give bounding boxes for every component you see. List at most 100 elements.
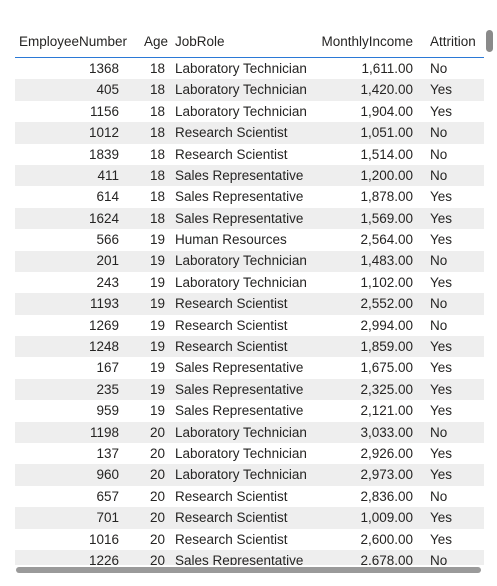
cell-attrition: Yes [423, 336, 484, 358]
cell-monthly-income: 1,569.00 [316, 207, 423, 230]
table-row[interactable]: 960 20 Laboratory Technician 2,973.00 Yes [15, 464, 484, 486]
cell-employee-number: 959 [96, 403, 119, 419]
cell-age: 20 [131, 507, 168, 529]
table-row[interactable]: 1156 18 Laboratory Technician 1,904.00 Yes [15, 101, 484, 122]
cell-attrition: Yes [430, 445, 453, 461]
cell-age: 20 [149, 488, 165, 504]
cell-attrition: No [423, 122, 484, 144]
table-scroll-area[interactable]: EmployeeNumber Age JobRole MonthlyIncome… [15, 26, 484, 565]
cell-age: 20 [131, 464, 168, 486]
cell-age: 18 [149, 103, 165, 119]
cell-job-role: Sales Representative [175, 403, 304, 419]
cell-monthly-income: 2,926.00 [360, 445, 413, 461]
cell-age: 19 [131, 250, 168, 272]
cell-employee-number: 235 [15, 378, 131, 401]
cell-employee-number: 137 [96, 445, 119, 461]
table-row[interactable]: 201 19 Laboratory Technician 1,483.00 No [15, 250, 484, 272]
column-header-age[interactable]: Age [131, 26, 168, 58]
cell-employee-number: 1624 [15, 207, 131, 230]
cell-attrition: No [430, 317, 448, 333]
table-body: 1368 18 Laboratory Technician 1,611.00 No 405… [15, 58, 484, 565]
table-row[interactable]: 1012 18 Research Scientist 1,051.00 No [15, 122, 484, 144]
cell-attrition: Yes [430, 360, 453, 376]
table-row[interactable]: 1198 20 Laboratory Technician 3,033.00 No [15, 421, 484, 444]
table-row[interactable]: 959 19 Sales Representative 2,121.00 Yes [15, 400, 484, 421]
column-header-monthly-income[interactable]: MonthlyIncome [316, 26, 423, 58]
data-table: EmployeeNumber Age JobRole MonthlyIncome… [15, 26, 484, 565]
cell-attrition: No [430, 60, 448, 76]
cell-age: 18 [131, 122, 168, 144]
table-row[interactable]: 566 19 Human Resources 2,564.00 Yes [15, 229, 484, 250]
table-row[interactable]: 1839 18 Research Scientist 1,514.00 No [15, 144, 484, 165]
cell-employee-number: 1226 [15, 549, 131, 565]
cell-age: 19 [149, 403, 165, 419]
table-row[interactable]: 701 20 Research Scientist 1,009.00 Yes [15, 507, 484, 529]
cell-attrition: No [423, 549, 484, 565]
cell-job-role: Research Scientist [168, 293, 316, 315]
cell-monthly-income: 1,611.00 [361, 60, 413, 76]
table-row[interactable]: 235 19 Sales Representative 2,325.00 Yes [15, 378, 484, 401]
cell-age: 18 [149, 146, 165, 162]
table-row[interactable]: 405 18 Laboratory Technician 1,420.00 Yes [15, 79, 484, 101]
table-row[interactable]: 1624 18 Sales Representative 1,569.00 Yes [15, 207, 484, 230]
vertical-scrollbar-thumb[interactable] [486, 30, 493, 52]
cell-employee-number: 201 [15, 250, 131, 272]
cell-monthly-income: 1,483.00 [316, 250, 423, 272]
cell-monthly-income: 1,878.00 [360, 189, 413, 205]
cell-employee-number: 1269 [88, 317, 119, 333]
cell-attrition: Yes [423, 378, 484, 401]
table-row[interactable]: 1368 18 Laboratory Technician 1,611.00 No [15, 58, 484, 80]
cell-age: 20 [149, 531, 165, 547]
cell-employee-number: 657 [96, 488, 119, 504]
header-row: EmployeeNumber Age JobRole MonthlyIncome… [15, 26, 484, 58]
cell-employee-number: 243 [96, 274, 119, 290]
table-row[interactable]: 167 19 Sales Representative 1,675.00 Yes [15, 357, 484, 378]
cell-attrition: Yes [430, 189, 453, 205]
cell-age: 18 [131, 164, 168, 187]
cell-age: 19 [131, 336, 168, 358]
table-row[interactable]: 1248 19 Research Scientist 1,859.00 Yes [15, 336, 484, 358]
cell-monthly-income: 1,904.00 [360, 103, 413, 119]
table-row[interactable]: 1193 19 Research Scientist 2,552.00 No [15, 293, 484, 315]
table-row[interactable]: 243 19 Laboratory Technician 1,102.00 Yes [15, 272, 484, 293]
cell-job-role: Laboratory Technician [168, 421, 316, 444]
cell-job-role: Sales Representative [168, 378, 316, 401]
cell-job-role: Laboratory Technician [168, 79, 316, 101]
cell-job-role: Research Scientist [175, 488, 288, 504]
cell-monthly-income: 1,859.00 [316, 336, 423, 358]
horizontal-scrollbar-thumb[interactable] [16, 567, 481, 573]
cell-monthly-income: 2,121.00 [360, 403, 413, 419]
cell-employee-number: 614 [96, 189, 119, 205]
cell-employee-number: 1198 [15, 421, 131, 444]
cell-monthly-income: 1,051.00 [316, 122, 423, 144]
cell-attrition: Yes [430, 232, 453, 248]
table-row[interactable]: 657 20 Research Scientist 2,836.00 No [15, 486, 484, 507]
cell-age: 20 [131, 421, 168, 444]
cell-monthly-income: 1,675.00 [360, 360, 413, 376]
table-row[interactable]: 1226 20 Sales Representative 2,678.00 No [15, 549, 484, 565]
cell-attrition: Yes [423, 464, 484, 486]
table-row[interactable]: 137 20 Laboratory Technician 2,926.00 Yes [15, 443, 484, 464]
cell-monthly-income: 1,420.00 [316, 79, 423, 101]
cell-monthly-income: 2,678.00 [316, 549, 423, 565]
column-header-employee-number[interactable]: EmployeeNumber [15, 26, 131, 58]
table-row[interactable]: 411 18 Sales Representative 1,200.00 No [15, 164, 484, 187]
table-row[interactable]: 1269 19 Research Scientist 2,994.00 No [15, 315, 484, 336]
cell-age: 19 [149, 360, 165, 376]
cell-job-role: Laboratory Technician [168, 464, 316, 486]
column-header-job-role[interactable]: JobRole [168, 26, 316, 58]
cell-employee-number: 1016 [88, 531, 119, 547]
column-header-attrition[interactable]: Attrition [423, 26, 484, 58]
cell-employee-number: 1248 [15, 336, 131, 358]
table-row[interactable]: 614 18 Sales Representative 1,878.00 Yes [15, 186, 484, 207]
cell-attrition: No [423, 250, 484, 272]
cell-age: 19 [131, 293, 168, 315]
cell-age: 18 [149, 189, 165, 205]
cell-monthly-income: 2,994.00 [360, 317, 413, 333]
cell-job-role: Human Resources [175, 232, 287, 248]
cell-job-role: Sales Representative [168, 549, 316, 565]
cell-attrition: Yes [430, 103, 453, 119]
cell-job-role: Sales Representative [175, 360, 304, 376]
cell-monthly-income: 1,102.00 [360, 274, 413, 290]
table-row[interactable]: 1016 20 Research Scientist 2,600.00 Yes [15, 529, 484, 550]
